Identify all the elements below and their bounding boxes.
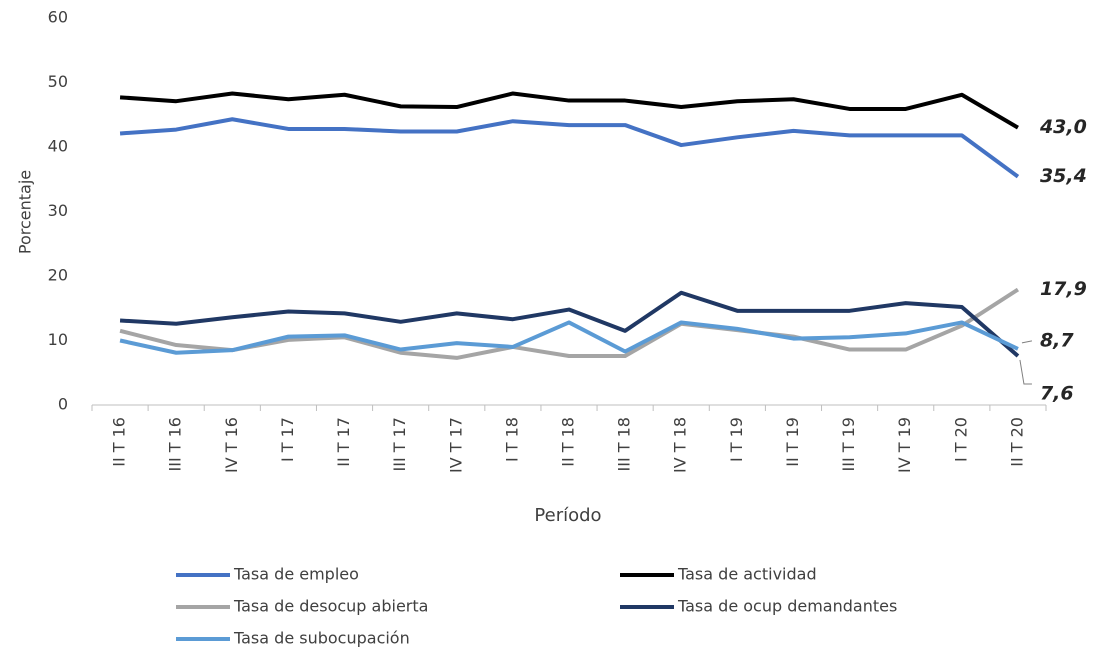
- x-tick-label: III T 17: [390, 417, 409, 471]
- legend-label: Tasa de ocup demandantes: [677, 597, 897, 616]
- y-tick-label: 0: [58, 395, 68, 414]
- x-tick-label: III T 19: [839, 417, 858, 471]
- value-label: 43,0: [1039, 116, 1087, 138]
- legend-label: Tasa de subocupación: [233, 629, 410, 648]
- x-tick-label: IV T 16: [222, 417, 241, 473]
- legend-label: Tasa de empleo: [233, 565, 359, 584]
- x-tick-label: I T 20: [951, 417, 970, 462]
- series-line: [119, 91, 1019, 130]
- x-tick-label: III T 16: [166, 417, 185, 471]
- x-tick-label: II T 20: [1007, 417, 1026, 467]
- value-label: 8,7: [1040, 329, 1074, 351]
- leader-line: [1019, 359, 1032, 385]
- y-tick-label: 10: [48, 330, 68, 349]
- value-label: 35,4: [1040, 165, 1087, 187]
- y-tick-label: 20: [48, 266, 68, 285]
- legend-label: Tasa de desocup abierta: [233, 597, 428, 616]
- x-tick-label: II T 16: [110, 417, 129, 467]
- x-tick-label: I T 19: [727, 417, 746, 462]
- value-label: 17,9: [1040, 278, 1087, 300]
- value-label: 7,6: [1040, 382, 1074, 404]
- x-tick-label: II T 19: [783, 417, 802, 467]
- x-tick-label: II T 18: [559, 417, 578, 467]
- series-line: [119, 290, 1020, 358]
- legend-label: Tasa de actividad: [677, 565, 817, 584]
- y-axis-label: Porcentaje: [16, 170, 35, 254]
- series-line: [119, 117, 1020, 179]
- series-line: [119, 320, 1019, 355]
- x-tick-label: I T 18: [502, 417, 521, 462]
- x-tick-label: III T 18: [615, 417, 634, 471]
- x-tick-label: IV T 19: [895, 417, 914, 473]
- y-tick-label: 60: [48, 8, 68, 27]
- x-tick-label: IV T 18: [671, 417, 690, 473]
- x-tick-label: I T 17: [278, 417, 297, 462]
- leader-line: [1021, 340, 1033, 344]
- series-line: [119, 287, 1020, 360]
- x-axis-label: Período: [534, 505, 601, 526]
- y-tick-label: 50: [48, 72, 68, 91]
- y-tick-label: 30: [48, 201, 68, 220]
- x-tick-label: IV T 17: [446, 417, 465, 473]
- x-tick-label: II T 17: [334, 417, 353, 467]
- y-tick-label: 40: [48, 137, 68, 156]
